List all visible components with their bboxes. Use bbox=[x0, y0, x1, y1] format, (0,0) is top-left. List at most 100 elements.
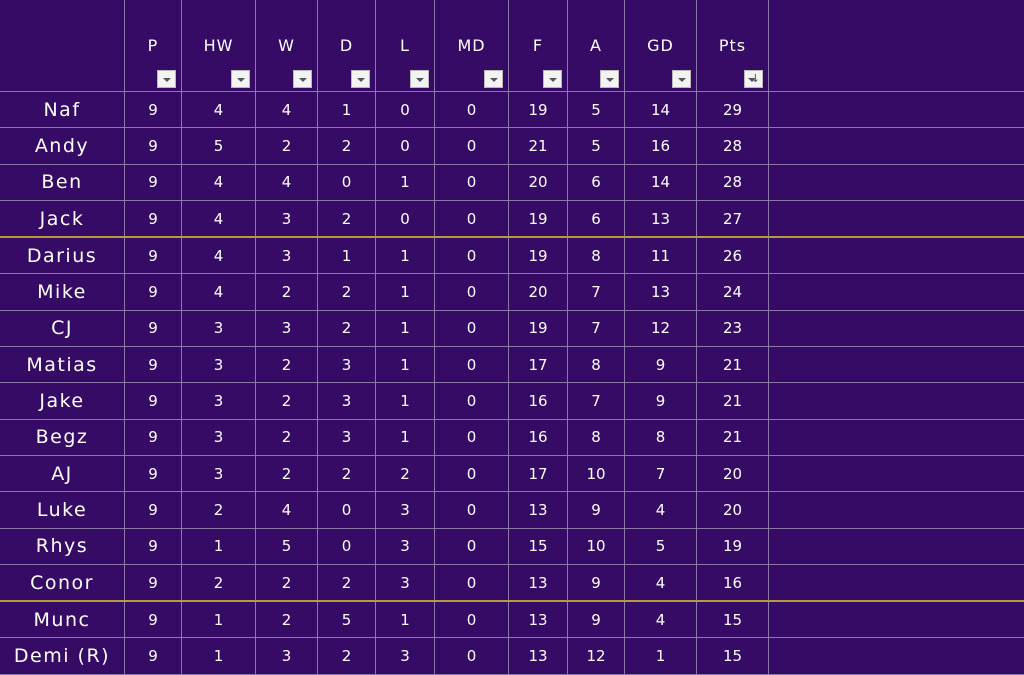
stat-cell-f[interactable]: 19 bbox=[509, 200, 568, 237]
blank-cell[interactable] bbox=[769, 92, 1024, 128]
player-name-cell[interactable]: Naf bbox=[0, 92, 125, 128]
stat-cell-hw[interactable]: 3 bbox=[182, 455, 256, 491]
stat-cell-d[interactable]: 2 bbox=[318, 638, 376, 674]
stat-cell-hw[interactable]: 3 bbox=[182, 310, 256, 346]
stat-cell-p[interactable]: 9 bbox=[125, 237, 182, 274]
stat-cell-l[interactable]: 3 bbox=[376, 638, 435, 674]
stat-cell-md[interactable]: 0 bbox=[435, 419, 509, 455]
player-name-cell[interactable]: Jack bbox=[0, 200, 125, 237]
stat-cell-f[interactable]: 20 bbox=[509, 274, 568, 310]
stat-cell-d[interactable]: 3 bbox=[318, 419, 376, 455]
stat-cell-md[interactable]: 0 bbox=[435, 347, 509, 383]
stat-cell-p[interactable]: 9 bbox=[125, 492, 182, 528]
stat-cell-pts[interactable]: 15 bbox=[697, 601, 769, 638]
stat-cell-a[interactable]: 6 bbox=[568, 200, 625, 237]
stat-cell-f[interactable]: 17 bbox=[509, 347, 568, 383]
stat-cell-md[interactable]: 0 bbox=[435, 638, 509, 674]
blank-cell[interactable] bbox=[769, 128, 1024, 164]
stat-cell-d[interactable]: 2 bbox=[318, 274, 376, 310]
dropdown-arrow-icon[interactable] bbox=[410, 70, 429, 88]
stat-cell-gd[interactable]: 4 bbox=[625, 492, 697, 528]
stat-cell-hw[interactable]: 2 bbox=[182, 492, 256, 528]
stat-cell-p[interactable]: 9 bbox=[125, 455, 182, 491]
player-name-cell[interactable]: Conor bbox=[0, 564, 125, 601]
player-name-cell[interactable]: Begz bbox=[0, 419, 125, 455]
stat-cell-p[interactable]: 9 bbox=[125, 601, 182, 638]
stat-cell-l[interactable]: 2 bbox=[376, 455, 435, 491]
stat-cell-p[interactable]: 9 bbox=[125, 564, 182, 601]
stat-cell-p[interactable]: 9 bbox=[125, 92, 182, 128]
stat-cell-l[interactable]: 0 bbox=[376, 128, 435, 164]
stat-cell-l[interactable]: 1 bbox=[376, 164, 435, 200]
stat-cell-d[interactable]: 0 bbox=[318, 492, 376, 528]
blank-cell[interactable] bbox=[769, 419, 1024, 455]
stat-cell-md[interactable]: 0 bbox=[435, 492, 509, 528]
stat-cell-gd[interactable]: 4 bbox=[625, 564, 697, 601]
stat-cell-p[interactable]: 9 bbox=[125, 164, 182, 200]
stat-cell-f[interactable]: 21 bbox=[509, 128, 568, 164]
stat-cell-a[interactable]: 8 bbox=[568, 237, 625, 274]
stat-cell-d[interactable]: 2 bbox=[318, 564, 376, 601]
stat-cell-f[interactable]: 13 bbox=[509, 564, 568, 601]
stat-cell-hw[interactable]: 4 bbox=[182, 237, 256, 274]
stat-cell-f[interactable]: 16 bbox=[509, 419, 568, 455]
stat-cell-a[interactable]: 10 bbox=[568, 455, 625, 491]
stat-cell-gd[interactable]: 16 bbox=[625, 128, 697, 164]
stat-cell-w[interactable]: 2 bbox=[256, 128, 318, 164]
stat-cell-a[interactable]: 5 bbox=[568, 128, 625, 164]
sort-descending-icon[interactable]: ↓ bbox=[744, 70, 763, 88]
stat-cell-hw[interactable]: 2 bbox=[182, 564, 256, 601]
stat-cell-l[interactable]: 1 bbox=[376, 383, 435, 419]
stat-cell-p[interactable]: 9 bbox=[125, 200, 182, 237]
stat-cell-d[interactable]: 2 bbox=[318, 455, 376, 491]
stat-cell-gd[interactable]: 1 bbox=[625, 638, 697, 674]
stat-cell-hw[interactable]: 3 bbox=[182, 347, 256, 383]
stat-cell-f[interactable]: 19 bbox=[509, 92, 568, 128]
stat-cell-f[interactable]: 19 bbox=[509, 237, 568, 274]
blank-cell[interactable] bbox=[769, 601, 1024, 638]
stat-cell-w[interactable]: 2 bbox=[256, 564, 318, 601]
stat-cell-p[interactable]: 9 bbox=[125, 528, 182, 564]
stat-cell-md[interactable]: 0 bbox=[435, 455, 509, 491]
stat-cell-w[interactable]: 4 bbox=[256, 164, 318, 200]
stat-cell-pts[interactable]: 26 bbox=[697, 237, 769, 274]
player-name-cell[interactable]: Andy bbox=[0, 128, 125, 164]
player-name-cell[interactable]: Matias bbox=[0, 347, 125, 383]
stat-cell-d[interactable]: 1 bbox=[318, 237, 376, 274]
stat-cell-a[interactable]: 9 bbox=[568, 564, 625, 601]
blank-cell[interactable] bbox=[769, 564, 1024, 601]
stat-cell-pts[interactable]: 20 bbox=[697, 455, 769, 491]
player-name-cell[interactable]: Luke bbox=[0, 492, 125, 528]
player-name-cell[interactable]: Rhys bbox=[0, 528, 125, 564]
stat-cell-md[interactable]: 0 bbox=[435, 92, 509, 128]
stat-cell-l[interactable]: 1 bbox=[376, 419, 435, 455]
stat-cell-l[interactable]: 1 bbox=[376, 347, 435, 383]
stat-cell-pts[interactable]: 15 bbox=[697, 638, 769, 674]
stat-cell-a[interactable]: 6 bbox=[568, 164, 625, 200]
stat-cell-a[interactable]: 8 bbox=[568, 419, 625, 455]
stat-cell-f[interactable]: 19 bbox=[509, 310, 568, 346]
stat-cell-md[interactable]: 0 bbox=[435, 128, 509, 164]
stat-cell-w[interactable]: 3 bbox=[256, 200, 318, 237]
stat-cell-hw[interactable]: 3 bbox=[182, 383, 256, 419]
stat-cell-a[interactable]: 5 bbox=[568, 92, 625, 128]
stat-cell-pts[interactable]: 16 bbox=[697, 564, 769, 601]
stat-cell-w[interactable]: 2 bbox=[256, 419, 318, 455]
player-name-cell[interactable]: Jake bbox=[0, 383, 125, 419]
stat-cell-gd[interactable]: 9 bbox=[625, 347, 697, 383]
stat-cell-f[interactable]: 17 bbox=[509, 455, 568, 491]
blank-cell[interactable] bbox=[769, 347, 1024, 383]
stat-cell-f[interactable]: 15 bbox=[509, 528, 568, 564]
stat-cell-md[interactable]: 0 bbox=[435, 528, 509, 564]
stat-cell-gd[interactable]: 14 bbox=[625, 164, 697, 200]
blank-cell[interactable] bbox=[769, 492, 1024, 528]
blank-cell[interactable] bbox=[769, 455, 1024, 491]
stat-cell-md[interactable]: 0 bbox=[435, 383, 509, 419]
dropdown-arrow-icon[interactable] bbox=[293, 70, 312, 88]
stat-cell-a[interactable]: 9 bbox=[568, 492, 625, 528]
stat-cell-l[interactable]: 3 bbox=[376, 528, 435, 564]
stat-cell-pts[interactable]: 19 bbox=[697, 528, 769, 564]
stat-cell-w[interactable]: 2 bbox=[256, 601, 318, 638]
stat-cell-hw[interactable]: 4 bbox=[182, 274, 256, 310]
stat-cell-w[interactable]: 3 bbox=[256, 638, 318, 674]
